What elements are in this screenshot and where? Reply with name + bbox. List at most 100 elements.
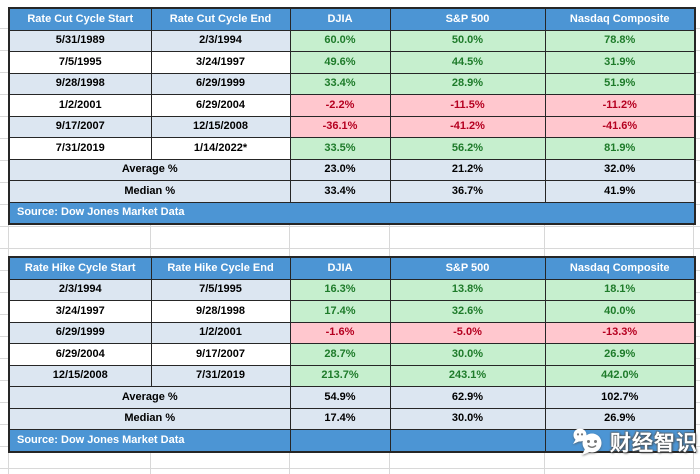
cycle-start-date: 7/5/1995 [8, 51, 152, 74]
return-value: -13.3% [544, 321, 696, 344]
header-row: Rate Hike Cycle Start Rate Hike Cycle End… [8, 256, 696, 280]
column-header: Rate Hike Cycle End [150, 256, 291, 280]
cycle-start-date: 9/17/2007 [8, 115, 152, 138]
summary-label: Average % [8, 386, 291, 409]
return-value: 33.5% [289, 137, 391, 160]
return-value: 32.6% [389, 300, 546, 323]
return-value: 16.3% [289, 278, 391, 301]
gridline-vertical [693, 7, 694, 474]
header-row: Rate Cut Cycle Start Rate Cut Cycle End DJ… [8, 7, 696, 31]
return-value: 56.2% [389, 137, 546, 160]
cycle-end-date: 6/29/2004 [150, 94, 291, 117]
return-value: 49.6% [289, 51, 391, 74]
summary-label: Average % [8, 158, 291, 181]
source-label: Source: Dow Jones Market Data [8, 201, 696, 225]
cycle-start-date: 7/31/2019 [8, 137, 152, 160]
return-value: -2.2% [289, 94, 391, 117]
summary-value: 33.4% [289, 180, 391, 203]
cycle-start-date: 3/24/1997 [8, 300, 152, 323]
return-value: 60.0% [289, 29, 391, 52]
gridline-vertical [8, 7, 9, 474]
summary-value: 102.7% [544, 386, 696, 409]
return-value: 26.9% [544, 343, 696, 366]
source-row: Source: Dow Jones Market Data [8, 201, 696, 225]
column-header: S&P 500 [389, 256, 546, 280]
summary-value: 21.2% [389, 158, 546, 181]
data-row: 12/15/2008 7/31/2019 213.7% 243.1% 442.0% [8, 364, 696, 387]
summary-value: 26.9% [544, 407, 696, 430]
data-row: 3/24/1997 9/28/1998 17.4% 32.6% 40.0% [8, 300, 696, 323]
return-value: -41.6% [544, 115, 696, 138]
gridline-vertical [389, 7, 390, 474]
summary-value: 36.7% [389, 180, 546, 203]
return-value: -1.6% [289, 321, 391, 344]
column-header: DJIA [289, 256, 391, 280]
return-value: 28.7% [289, 343, 391, 366]
summary-label: Median % [8, 407, 291, 430]
cycle-start-date: 6/29/2004 [8, 343, 152, 366]
median-row: Median % 17.4% 30.0% 26.9% [8, 407, 696, 430]
cycle-end-date: 1/2/2001 [150, 321, 291, 344]
return-value: 51.9% [544, 72, 696, 95]
rate-cut-cycle-table: Rate Cut Cycle Start Rate Cut Cycle End DJ… [8, 7, 696, 225]
return-value: 243.1% [389, 364, 546, 387]
cycle-end-date: 1/14/2022* [150, 137, 291, 160]
column-header: Rate Hike Cycle Start [8, 256, 152, 280]
cycle-start-date: 5/31/1989 [8, 29, 152, 52]
data-row: 9/28/1998 6/29/1999 33.4% 28.9% 51.9% [8, 72, 696, 95]
return-value: 31.9% [544, 51, 696, 74]
gridline-vertical [289, 7, 290, 474]
cycle-start-date: 2/3/1994 [8, 278, 152, 301]
summary-value: 23.0% [289, 158, 391, 181]
return-value: -36.1% [289, 115, 391, 138]
source-empty-cell [389, 429, 546, 452]
cycle-end-date: 9/28/1998 [150, 300, 291, 323]
return-value: 78.8% [544, 29, 696, 52]
source-empty-cell [544, 429, 696, 452]
rate-hike-cycle-table: Rate Hike Cycle Start Rate Hike Cycle End… [8, 256, 696, 453]
cycle-end-date: 6/29/1999 [150, 72, 291, 95]
return-value: 213.7% [289, 364, 391, 387]
source-row: Source: Dow Jones Market Data [8, 429, 696, 452]
return-value: 40.0% [544, 300, 696, 323]
return-value: 33.4% [289, 72, 391, 95]
column-header: S&P 500 [389, 7, 546, 31]
data-row: 7/5/1995 3/24/1997 49.6% 44.5% 31.9% [8, 51, 696, 74]
data-row: 9/17/2007 12/15/2008 -36.1% -41.2% -41.6% [8, 115, 696, 138]
summary-value: 41.9% [544, 180, 696, 203]
average-row: Average % 54.9% 62.9% 102.7% [8, 386, 696, 409]
return-value: 18.1% [544, 278, 696, 301]
average-row: Average % 23.0% 21.2% 32.0% [8, 158, 696, 181]
summary-value: 32.0% [544, 158, 696, 181]
return-value: -41.2% [389, 115, 546, 138]
cycle-start-date: 9/28/1998 [8, 72, 152, 95]
cycle-end-date: 7/5/1995 [150, 278, 291, 301]
median-row: Median % 33.4% 36.7% 41.9% [8, 180, 696, 203]
return-value: 13.8% [389, 278, 546, 301]
cycle-start-date: 6/29/1999 [8, 321, 152, 344]
column-header: Rate Cut Cycle Start [8, 7, 152, 31]
data-row: 1/2/2001 6/29/2004 -2.2% -11.5% -11.2% [8, 94, 696, 117]
summary-value: 17.4% [289, 407, 391, 430]
return-value: 44.5% [389, 51, 546, 74]
column-header: Nasdaq Composite [544, 7, 696, 31]
cycle-end-date: 9/17/2007 [150, 343, 291, 366]
gridline-vertical [544, 7, 545, 474]
cycle-end-date: 7/31/2019 [150, 364, 291, 387]
cycle-end-date: 3/24/1997 [150, 51, 291, 74]
column-header: Rate Cut Cycle End [150, 7, 291, 31]
column-header: Nasdaq Composite [544, 256, 696, 280]
cycle-end-date: 2/3/1994 [150, 29, 291, 52]
return-value: 81.9% [544, 137, 696, 160]
data-row: 5/31/1989 2/3/1994 60.0% 50.0% 78.8% [8, 29, 696, 52]
return-value: 30.0% [389, 343, 546, 366]
summary-value: 54.9% [289, 386, 391, 409]
return-value: -11.2% [544, 94, 696, 117]
cycle-start-date: 12/15/2008 [8, 364, 152, 387]
return-value: 442.0% [544, 364, 696, 387]
source-empty-cell [289, 429, 391, 452]
return-value: -11.5% [389, 94, 546, 117]
cycle-start-date: 1/2/2001 [8, 94, 152, 117]
return-value: 28.9% [389, 72, 546, 95]
